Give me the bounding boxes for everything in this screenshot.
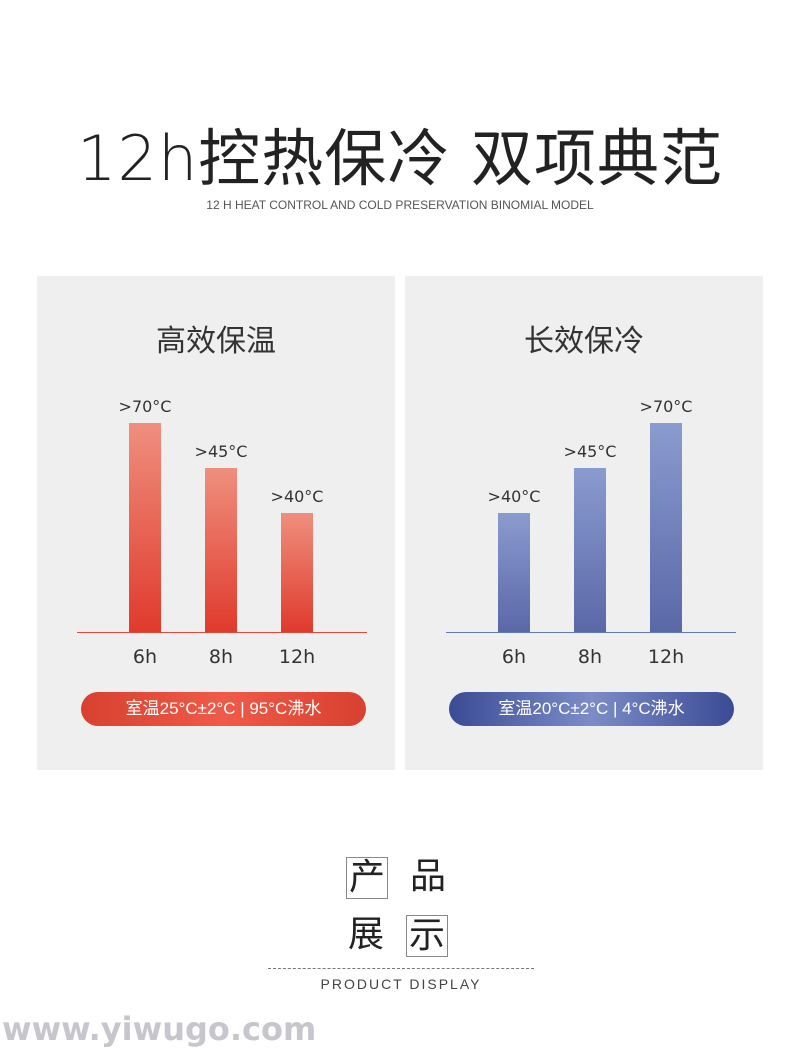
x-tick-12h: 12h (647, 646, 685, 668)
bar-12h (650, 423, 682, 632)
page-subtitle: 12 H HEAT CONTROL AND COLD PRESERVATION … (206, 198, 594, 212)
x-tick-6h: 6h (501, 646, 527, 668)
divider (268, 968, 534, 969)
bar-12h (281, 512, 313, 632)
value-label-12h: >40°C (270, 486, 324, 506)
chart-title: 长效保冷 (524, 324, 644, 359)
x-tick-12h: 12h (278, 646, 316, 668)
value-label-8h: >45°C (194, 441, 248, 461)
bar-8h (205, 467, 237, 632)
product-char-4: 示 (406, 915, 448, 957)
chart-title: 高效保温 (156, 324, 276, 359)
product-char-3: 展 (347, 914, 384, 955)
chart-panel-heat: 高效保温 >70°C 6h >45°C 8h >40°C 12h 室温25°C±2°C | 9… (37, 276, 395, 770)
chart-panel-cold: 长效保冷 >40°C 6h >45°C 8h >70°C 12h 室温20°C±2°C | 4… (405, 276, 763, 770)
value-label-6h: >70°C (118, 397, 172, 416)
value-label-12h: >70°C (639, 397, 693, 416)
condition-badge: 室温20°C±2°C | 4°C沸水 (449, 692, 734, 726)
x-axis-line (77, 632, 367, 633)
x-tick-8h: 8h (208, 646, 234, 668)
product-char-2: 品 (409, 856, 446, 897)
x-tick-8h: 8h (577, 646, 603, 668)
value-label-6h: >40°C (487, 486, 541, 506)
page-title: 12h控热保冷 双项典范 (77, 122, 723, 195)
bar-6h (498, 512, 530, 632)
x-tick-6h: 6h (132, 646, 158, 668)
bar-6h (129, 423, 161, 632)
condition-badge: 室温25°C±2°C | 95°C沸水 (81, 692, 366, 726)
product-char-1: 产 (346, 857, 388, 899)
x-axis-line (446, 632, 736, 633)
product-display-label: PRODUCT DISPLAY (320, 976, 482, 992)
bar-8h (574, 467, 606, 632)
value-label-8h: >45°C (563, 441, 617, 461)
watermark: www.yiwugo.com (2, 1010, 317, 1048)
